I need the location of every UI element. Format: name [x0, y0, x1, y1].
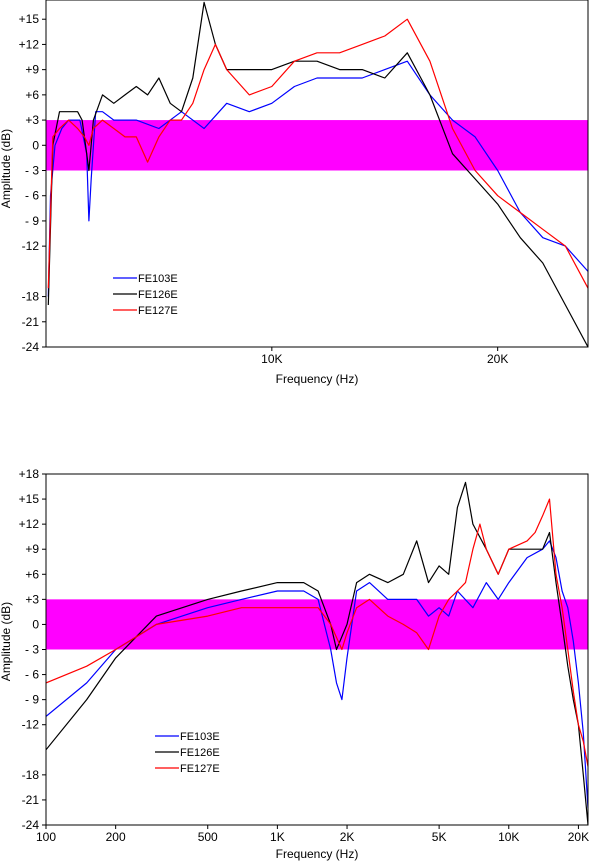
y-tick-label: -21: [22, 793, 40, 807]
x-tick-label: 100: [36, 830, 56, 844]
y-tick-label: +6: [25, 567, 39, 581]
y-tick-label: - 9: [25, 214, 39, 228]
legend-label: FE126E: [180, 747, 220, 759]
legend-label: FE103E: [180, 731, 220, 743]
y-tick-label: -18: [22, 290, 40, 304]
x-tick-label: 20K: [487, 352, 508, 366]
x-tick-label: 10K: [498, 830, 519, 844]
y-tick-label: +9: [25, 542, 39, 556]
x-tick-label: 2K: [340, 830, 355, 844]
y-tick-label: +15: [19, 12, 40, 26]
y-tick-label: +3: [25, 592, 39, 606]
y-tick-label: - 3: [25, 164, 39, 178]
x-tick-label: 500: [198, 830, 218, 844]
y-tick-label: +18: [19, 467, 40, 481]
y-axis-label: Amplitude (dB): [0, 602, 13, 681]
x-axis-label: Frequency (Hz): [276, 372, 359, 386]
chart-panel-1: +15 +12 +9 +6 +3 0 - 3 - 6 - 9 -12 -18 -21 -24 10K 20K…: [0, 0, 589, 386]
y-tick-label: 0: [32, 617, 39, 631]
y-tick-label: - 6: [25, 189, 39, 203]
series-line-fe103e: [46, 540, 588, 809]
series-line-fe103e: [47, 60, 588, 297]
y-tick-label: -24: [22, 340, 40, 354]
y-tick-label: -12: [22, 718, 40, 732]
y-tick-label: - 3: [25, 643, 39, 657]
series-line-fe126e: [47, 1, 588, 347]
y-tick-label: 0: [32, 138, 39, 152]
x-tick-label: 10K: [261, 352, 282, 366]
y-tick-label: +9: [25, 63, 39, 77]
y-tick-label: -18: [22, 768, 40, 782]
legend-label: FE127E: [180, 763, 220, 775]
x-axis-label: Frequency (Hz): [276, 847, 359, 861]
x-tick-label: 5K: [432, 830, 447, 844]
series-line-fe127e: [46, 498, 588, 767]
series-line-fe126e: [46, 481, 588, 825]
series-line-fe127e: [47, 18, 588, 289]
y-tick-label: +12: [19, 37, 40, 51]
plot-frame: [45, 0, 589, 348]
y-tick-label: +6: [25, 88, 39, 102]
x-tick-label: 200: [106, 830, 126, 844]
chart-panel-2: +18 +15 +12 +9 +6 +3 0 - 3 - 6 - 9 -12 -18 -21 -24100…: [0, 467, 589, 861]
y-tick-label: - 9: [25, 693, 39, 707]
x-tick-label: 20K: [568, 830, 589, 844]
y-tick-label: +3: [25, 113, 39, 127]
y-tick-label: -21: [22, 315, 40, 329]
y-axis-label: Amplitude (dB): [0, 129, 13, 208]
y-tick-label: -12: [22, 239, 40, 253]
y-tick-label: - 6: [25, 668, 39, 682]
legend-label: FE127E: [138, 305, 178, 317]
y-tick-label: -24: [22, 818, 40, 832]
legend-label: FE126E: [138, 289, 178, 301]
tolerance-band: [46, 120, 588, 171]
y-tick-label: +12: [19, 517, 40, 531]
x-tick-label: 1K: [270, 830, 285, 844]
legend-label: FE103E: [138, 273, 178, 285]
y-tick-label: +15: [19, 492, 40, 506]
